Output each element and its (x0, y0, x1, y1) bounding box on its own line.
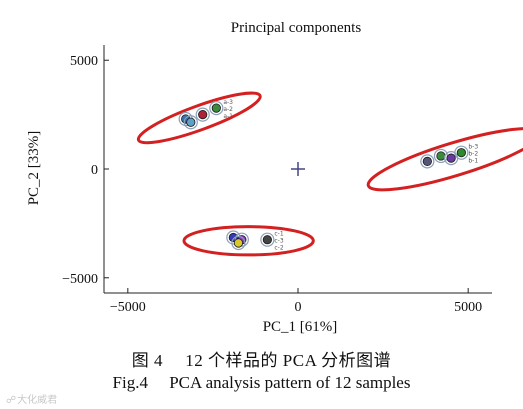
data-point-halo (231, 235, 246, 251)
axes (103, 45, 492, 294)
data-point (436, 151, 446, 161)
data-points (178, 100, 469, 251)
x-tick-label: 0 (295, 300, 302, 315)
data-point (233, 238, 244, 248)
data-point-label: a-2 (223, 106, 233, 113)
cluster-ellipses (136, 91, 523, 257)
data-point-label: b-1 (468, 158, 478, 165)
y-tick-label: −5000 (62, 272, 98, 287)
tick-labels: 5000 0 −5000 −5000 0 5000 (62, 54, 482, 315)
data-point (198, 110, 208, 120)
y-tick-label: 0 (91, 163, 98, 178)
data-point-label: c-1 (274, 231, 283, 238)
data-point-label: b-3 (468, 144, 478, 151)
data-point-halo (420, 154, 435, 169)
watermark-logo: ☍ 大化威君 (6, 395, 58, 406)
watermark-text: 大化威君 (17, 395, 58, 406)
x-tick-label: −5000 (110, 300, 146, 315)
x-axis-label: PC_1 [61%] (263, 319, 338, 335)
data-point-label: b-2 (468, 151, 478, 158)
data-point-label: c-2 (274, 245, 283, 252)
data-point-label: a-3 (223, 99, 233, 106)
data-point (422, 156, 432, 166)
cluster-ellipse (182, 225, 315, 257)
data-point (456, 148, 466, 158)
data-point (446, 153, 456, 163)
data-point-halo (454, 145, 469, 160)
chart-title: Principal components (231, 20, 362, 36)
data-point-halo (195, 107, 210, 122)
data-point-label: a-1 (223, 113, 233, 120)
data-point (211, 103, 221, 113)
data-point (262, 235, 272, 245)
figure-caption-english: Fig.4 PCA analysis pattern of 12 samples (112, 373, 411, 392)
y-axis-label: PC_2 [33%] (26, 131, 42, 206)
data-point-halo (260, 232, 275, 247)
y-tick-label: 5000 (70, 54, 98, 69)
figure-caption-chinese: 图 4 12 个样品的 PCA 分析图谱 (131, 351, 392, 370)
data-point-label: c-3 (274, 238, 283, 245)
x-tick-label: 5000 (454, 300, 482, 315)
pca-scatter-chart: Principal components a-3a-2a-1 b-3b-2b-1 c… (26, 20, 523, 335)
point-labels: a-3a-2a-1 b-3b-2b-1 c-1c-3c-2 (223, 99, 478, 252)
data-point (186, 117, 196, 127)
cluster-ellipse (136, 91, 262, 145)
data-point-halo (183, 115, 198, 130)
data-point-halo (209, 100, 224, 116)
cluster-ellipse (366, 127, 523, 192)
